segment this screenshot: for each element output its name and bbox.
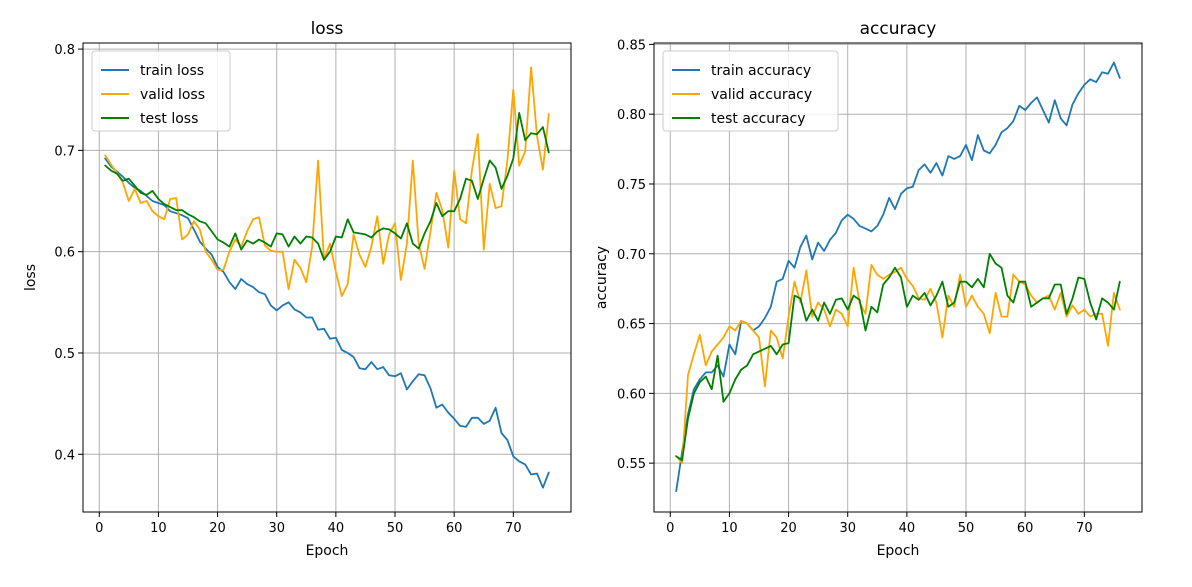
legend-label-train-accuracy: train accuracy	[711, 63, 811, 79]
loss-x-tick-label: 60	[446, 521, 463, 536]
series-line-valid-loss	[104, 66, 550, 298]
loss-y-tick-label: 0.7	[54, 144, 75, 159]
loss-y-tick-label: 0.6	[54, 246, 75, 261]
loss-y-axis-label: loss	[23, 264, 39, 291]
series-line-valid-accuracy	[675, 263, 1121, 465]
accuracy-plot-frame	[653, 42, 1143, 513]
loss-series-lines	[104, 66, 550, 489]
loss-chart: 0 10 20 30 40 50 60 70 0.4 0.5 0.6 0.7 0.8 loss Epoc…	[23, 19, 572, 559]
loss-chart-title: loss	[311, 19, 344, 39]
loss-x-tick-label: 40	[328, 521, 345, 536]
accuracy-chart: 0 10 20 30 40 50 60 70 0.55 0.60 0.65 0.70 0.75 0.80 0…	[594, 19, 1143, 559]
accuracy-x-tick-label: 10	[721, 521, 738, 536]
legend-label-train-loss: train loss	[140, 63, 204, 79]
accuracy-y-tick-label: 0.75	[617, 178, 646, 193]
legend-label-valid-loss: valid loss	[140, 87, 205, 103]
legend-label-valid-accuracy: valid accuracy	[711, 87, 812, 103]
accuracy-x-tick-label: 40	[899, 521, 916, 536]
accuracy-legend-box	[662, 50, 839, 132]
accuracy-y-tick-label: 0.65	[617, 318, 646, 333]
accuracy-series-lines	[675, 61, 1121, 493]
accuracy-x-axis-label: Epoch	[877, 543, 920, 559]
accuracy-x-tick-label: 70	[1076, 521, 1093, 536]
accuracy-x-tick-label: 60	[1017, 521, 1034, 536]
accuracy-legend: train accuracy valid accuracy test accurac…	[662, 50, 839, 132]
accuracy-ticks: 0 10 20 30 40 50 60 70 0.55 0.60 0.65 0.70 0.75 0.80 0…	[617, 38, 1093, 536]
loss-x-tick-label: 30	[268, 521, 285, 536]
accuracy-y-axis-label: accuracy	[594, 246, 610, 309]
accuracy-x-tick-label: 30	[839, 521, 856, 536]
series-line-test-loss	[104, 112, 550, 261]
loss-x-tick-label: 20	[209, 521, 226, 536]
accuracy-y-tick-label: 0.80	[617, 108, 646, 123]
accuracy-y-tick-label: 0.60	[617, 387, 646, 402]
loss-x-tick-label: 50	[387, 521, 404, 536]
loss-plot-frame	[82, 42, 572, 513]
loss-y-tick-label: 0.5	[54, 347, 75, 362]
legend-label-test-accuracy: test accuracy	[711, 111, 806, 127]
accuracy-y-tick-label: 0.55	[617, 457, 646, 472]
loss-x-tick-label: 0	[95, 521, 103, 536]
accuracy-y-tick-label: 0.85	[617, 38, 646, 53]
loss-ticks: 0 10 20 30 40 50 60 70 0.4 0.5 0.6 0.7 0.8	[54, 43, 521, 536]
accuracy-x-tick-label: 0	[666, 521, 674, 536]
loss-x-tick-label: 10	[150, 521, 167, 536]
series-line-test-accuracy	[675, 252, 1121, 462]
legend-label-test-loss: test loss	[140, 111, 198, 127]
accuracy-x-tick-label: 20	[780, 521, 797, 536]
loss-x-axis-label: Epoch	[306, 543, 349, 559]
loss-y-tick-label: 0.8	[54, 43, 75, 58]
accuracy-y-tick-label: 0.70	[617, 248, 646, 263]
loss-legend: train loss valid loss test loss	[91, 50, 231, 132]
accuracy-chart-title: accuracy	[860, 19, 937, 39]
loss-x-tick-label: 70	[505, 521, 522, 536]
accuracy-x-tick-label: 50	[958, 521, 975, 536]
loss-y-tick-label: 0.4	[54, 448, 75, 463]
